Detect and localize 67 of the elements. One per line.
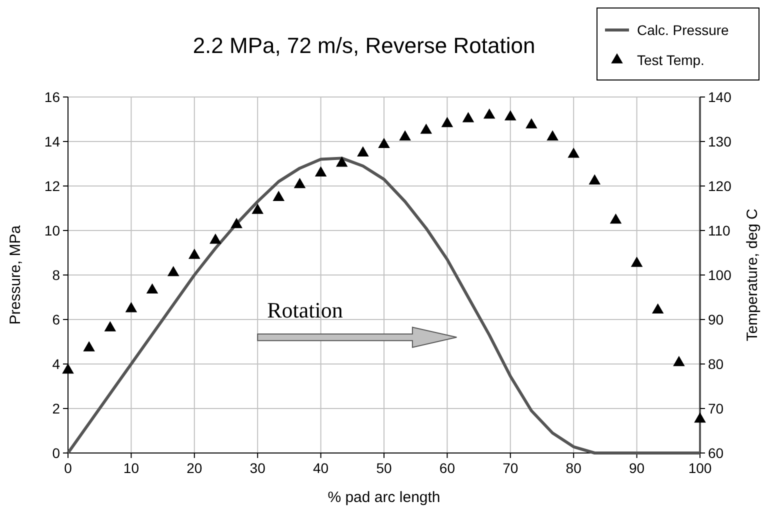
point bbox=[104, 321, 116, 332]
y-tick-label: 4 bbox=[52, 356, 60, 372]
y2-tick-label: 110 bbox=[708, 222, 731, 238]
x-tick-label: 70 bbox=[502, 460, 518, 476]
point bbox=[62, 363, 74, 374]
point bbox=[272, 190, 285, 201]
x-tick-label: 80 bbox=[566, 460, 582, 476]
point bbox=[252, 204, 264, 214]
point bbox=[630, 256, 643, 267]
y2-tick-label: 60 bbox=[708, 445, 724, 461]
point bbox=[378, 138, 390, 148]
point bbox=[441, 116, 454, 128]
x-tick-label: 20 bbox=[186, 460, 202, 476]
point bbox=[546, 130, 558, 140]
point bbox=[694, 412, 706, 423]
x-tick-label: 50 bbox=[376, 460, 392, 476]
point bbox=[357, 146, 369, 156]
x-tick-label: 30 bbox=[250, 460, 266, 476]
point bbox=[314, 166, 327, 176]
point bbox=[652, 303, 664, 314]
y-axis-title: Pressure, MPa bbox=[7, 224, 24, 325]
y-tick-label: 12 bbox=[44, 178, 60, 194]
x-tick-label: 60 bbox=[439, 460, 456, 476]
y2-tick-label: 100 bbox=[708, 267, 732, 283]
x-tick-label: 100 bbox=[688, 460, 712, 476]
point bbox=[399, 130, 411, 140]
point bbox=[336, 156, 348, 167]
y-tick-label: 8 bbox=[52, 267, 60, 283]
point bbox=[504, 110, 516, 120]
point bbox=[294, 178, 306, 188]
y-tick-label: 10 bbox=[44, 222, 60, 238]
annotation: Rotation bbox=[267, 297, 343, 322]
point bbox=[568, 148, 580, 158]
y2-tick-label: 130 bbox=[708, 134, 732, 150]
legend-label: Test Temp. bbox=[637, 52, 704, 68]
point bbox=[146, 283, 158, 294]
point bbox=[420, 124, 432, 134]
point bbox=[167, 266, 180, 276]
point bbox=[188, 248, 200, 259]
x-tick-label: 40 bbox=[313, 460, 329, 476]
y2-tick-label: 70 bbox=[708, 400, 724, 416]
point bbox=[526, 118, 538, 128]
point bbox=[83, 341, 95, 352]
y-tick-label: 14 bbox=[44, 134, 60, 150]
point bbox=[230, 218, 242, 228]
legend-label: Calc. Pressure bbox=[637, 22, 730, 38]
point bbox=[210, 233, 222, 244]
y-tick-label: 2 bbox=[52, 400, 60, 416]
point bbox=[125, 302, 138, 312]
x-tick-label: 10 bbox=[123, 460, 140, 476]
y2-tick-label: 140 bbox=[708, 89, 732, 105]
point bbox=[483, 108, 496, 119]
y2-tick-label: 120 bbox=[708, 178, 732, 194]
y2-tick-label: 90 bbox=[708, 312, 724, 328]
y-tick-label: 6 bbox=[52, 312, 60, 328]
x-tick-label: 0 bbox=[64, 460, 72, 476]
y2-tick-label: 80 bbox=[708, 356, 724, 372]
point bbox=[673, 356, 685, 366]
chart-title: 2.2 MPa, 72 m/s, Reverse Rotation bbox=[192, 33, 536, 58]
y-tick-label: 16 bbox=[44, 89, 60, 105]
y-tick-label: 0 bbox=[52, 445, 60, 461]
point bbox=[588, 174, 601, 185]
point bbox=[462, 112, 474, 122]
point bbox=[610, 213, 622, 224]
y2-axis-title: Temperature, deg C bbox=[744, 208, 761, 342]
x-tick-label: 90 bbox=[629, 460, 645, 476]
x-axis-title: % pad arc length bbox=[328, 489, 440, 506]
